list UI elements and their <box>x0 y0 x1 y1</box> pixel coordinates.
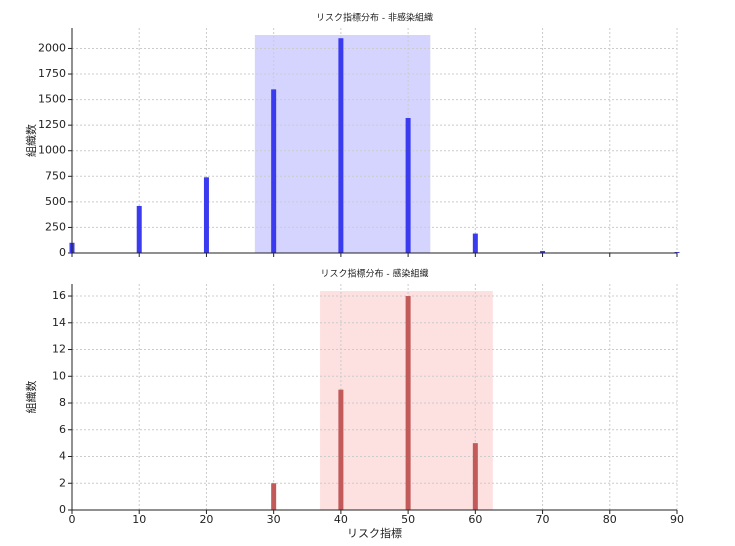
y-tick-label: 8 <box>59 396 66 409</box>
bar <box>472 233 478 253</box>
bar <box>472 443 478 510</box>
x-tick-label: 30 <box>267 513 281 526</box>
y-axis-label: 組織数 <box>25 124 38 157</box>
x-tick-label: 80 <box>603 513 617 526</box>
y-tick-label: 2000 <box>38 41 66 54</box>
x-tick-label: 50 <box>401 513 415 526</box>
chart-title: リスク指標分布 - 非感染組織 <box>316 12 433 24</box>
x-tick-label: 10 <box>132 513 146 526</box>
y-tick-label: 1750 <box>38 67 66 80</box>
y-tick-label: 0 <box>59 503 66 516</box>
chart-title: リスク指標分布 - 感染組織 <box>321 268 429 280</box>
bar <box>405 296 411 510</box>
y-tick-label: 2 <box>59 476 66 489</box>
y-tick-label: 10 <box>52 369 66 382</box>
y-tick-label: 4 <box>59 450 66 463</box>
x-tick-label: 90 <box>670 513 684 526</box>
bar <box>540 250 546 253</box>
bar <box>271 89 277 253</box>
y-tick-label: 12 <box>52 343 66 356</box>
y-axis-label: 組織数 <box>25 381 38 414</box>
x-tick-label: 20 <box>199 513 213 526</box>
bar <box>136 205 142 253</box>
y-tick-label: 6 <box>59 423 66 436</box>
bar <box>674 251 680 253</box>
bar <box>405 118 411 253</box>
bar <box>203 177 209 253</box>
x-tick-label: 40 <box>334 513 348 526</box>
y-tick-label: 1500 <box>38 93 66 106</box>
bar <box>271 483 277 510</box>
x-tick-label: 60 <box>468 513 482 526</box>
y-tick-label: 1250 <box>38 118 66 131</box>
bar <box>338 38 344 254</box>
y-tick-label: 16 <box>52 289 66 302</box>
y-tick-label: 0 <box>59 246 66 259</box>
y-tick-label: 250 <box>45 220 66 233</box>
y-tick-label: 500 <box>45 195 66 208</box>
y-tick-label: 750 <box>45 169 66 182</box>
x-tick-label: 70 <box>536 513 550 526</box>
y-tick-label: 14 <box>52 316 66 329</box>
x-tick-label: 0 <box>69 513 76 526</box>
bar <box>338 389 344 510</box>
y-tick-label: 1000 <box>38 144 66 157</box>
x-axis-label: リスク指標 <box>347 526 402 540</box>
